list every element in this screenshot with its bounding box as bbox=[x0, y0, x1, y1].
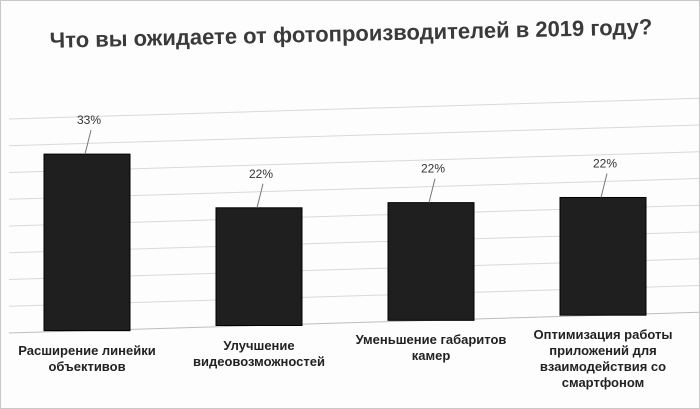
data-label: 33% bbox=[77, 113, 101, 127]
category-label: Уменьшение габаритов камер bbox=[355, 332, 507, 364]
gridline bbox=[8, 124, 699, 147]
data-label-leader bbox=[428, 178, 436, 203]
data-label: 22% bbox=[421, 162, 445, 176]
category-label: Оптимизация работы приложений для взаимо… bbox=[533, 327, 673, 391]
data-label-leader bbox=[84, 129, 92, 155]
data-labels: 33% 22% 22% 22% bbox=[77, 113, 617, 208]
category-label: Расширение линейки объективов bbox=[18, 342, 156, 374]
data-label-leader bbox=[600, 173, 608, 198]
bar bbox=[559, 196, 647, 316]
data-label: 22% bbox=[249, 167, 273, 181]
bar bbox=[387, 202, 475, 321]
data-label: 22% bbox=[593, 156, 617, 170]
bar bbox=[43, 153, 131, 332]
bar bbox=[215, 207, 303, 326]
bars bbox=[43, 153, 647, 332]
gridline bbox=[8, 97, 699, 120]
category-label: Улучшение видеовозможностей bbox=[192, 337, 325, 369]
data-label-leader bbox=[256, 183, 264, 208]
